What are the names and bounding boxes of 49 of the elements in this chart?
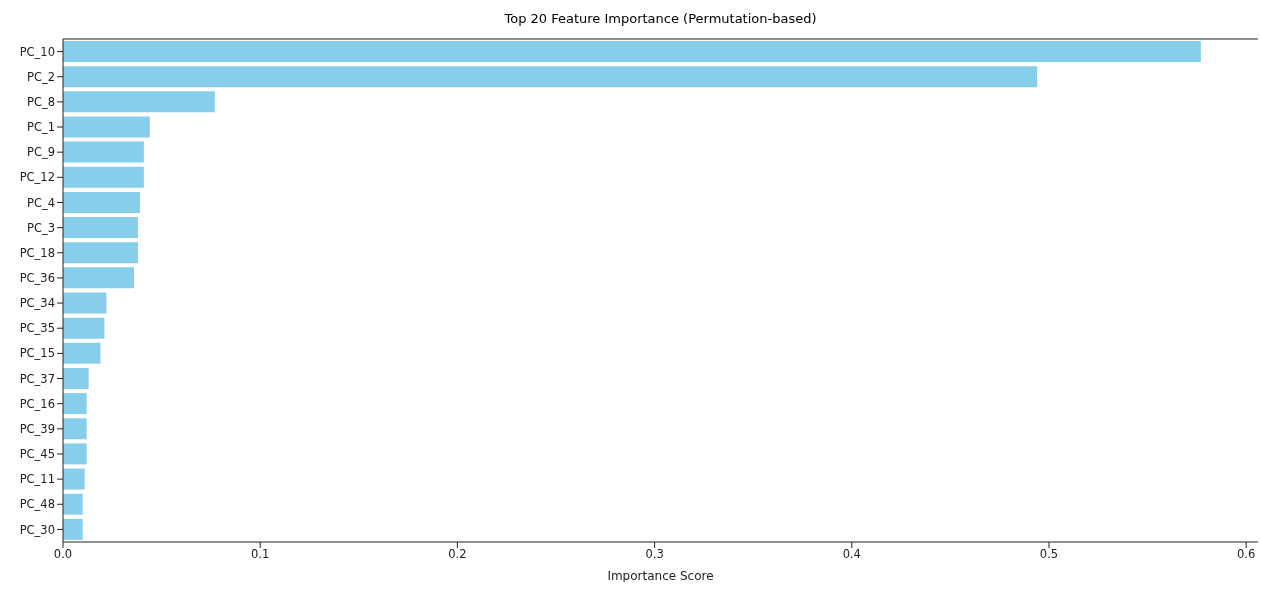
- y-tick-label: PC_15: [19, 346, 55, 361]
- y-tick-label: PC_35: [19, 321, 55, 336]
- chart-title: Top 20 Feature Importance (Permutation-based): [503, 10, 818, 28]
- bar: [63, 217, 138, 239]
- bar: [63, 191, 140, 213]
- bar: [63, 292, 107, 314]
- bar: [63, 342, 101, 364]
- bar: [63, 393, 87, 415]
- y-tick-label: PC_2: [26, 69, 55, 84]
- y-tick-label: PC_18: [19, 245, 55, 260]
- bar: [63, 267, 134, 289]
- x-tick-label: 0.3: [645, 547, 664, 562]
- y-tick-label: PC_4: [26, 195, 55, 210]
- bar: [63, 493, 83, 515]
- y-tick-label: PC_3: [26, 220, 55, 235]
- y-tick-label: PC_48: [19, 497, 55, 512]
- y-tick-label: PC_37: [19, 371, 55, 386]
- x-tick-label: 0.6: [1237, 547, 1256, 562]
- bar: [63, 66, 1038, 88]
- y-tick-label: PC_16: [19, 396, 55, 411]
- y-tick-label: PC_10: [19, 44, 55, 59]
- y-tick-label: PC_36: [19, 271, 55, 286]
- x-tick-label: 0.0: [53, 547, 73, 562]
- x-tick-label: 0.1: [251, 547, 270, 562]
- x-axis-title: Importance Score: [607, 569, 714, 583]
- y-tick-label: PC_12: [19, 170, 55, 185]
- x-tick-label: 0.2: [448, 547, 467, 562]
- bar: [63, 242, 138, 264]
- y-tick-label: PC_39: [19, 421, 55, 436]
- bar: [63, 91, 215, 113]
- y-tick-label: PC_11: [19, 472, 55, 487]
- y-tick-label: PC_45: [19, 447, 55, 462]
- bar: [63, 468, 85, 490]
- bar: [63, 317, 105, 339]
- y-tick-label: PC_9: [26, 145, 55, 160]
- bar: [63, 116, 150, 138]
- bar: [63, 518, 83, 540]
- y-tick-label: PC_30: [19, 522, 55, 537]
- y-tick-label: PC_1: [26, 120, 55, 135]
- bar: [63, 141, 144, 163]
- bar: [63, 166, 144, 188]
- bar: [63, 443, 87, 465]
- y-tick-label: PC_8: [26, 94, 55, 109]
- bar: [63, 41, 1201, 62]
- y-tick-label: PC_34: [19, 296, 55, 311]
- x-tick-label: 0.4: [842, 547, 861, 562]
- bar: [63, 367, 89, 389]
- bar: [63, 418, 87, 440]
- x-tick-label: 0.5: [1039, 547, 1059, 562]
